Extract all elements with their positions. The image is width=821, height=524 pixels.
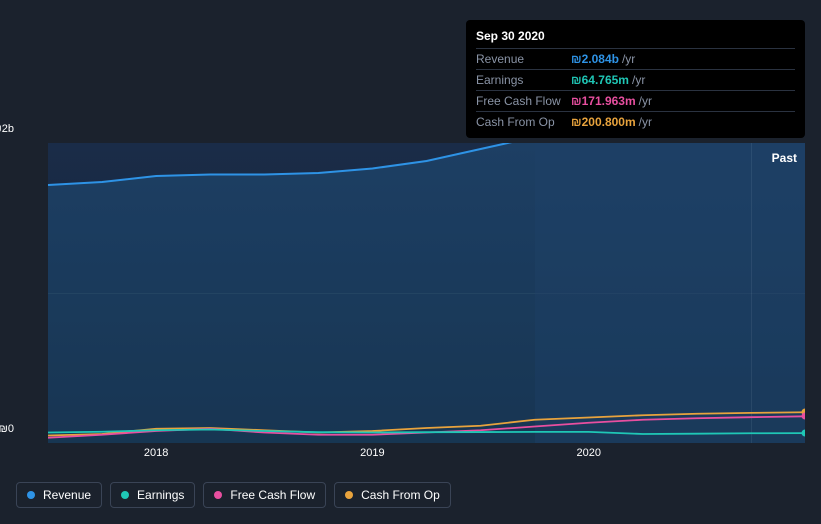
tooltip-row-value: ₪64.765m [571,73,629,87]
tooltip-row-suffix: /yr [639,115,652,129]
tooltip-row: Cash From Op₪200.800m/yr [476,111,795,132]
legend-item-label: Free Cash Flow [230,488,315,502]
tooltip-row-suffix: /yr [622,52,635,66]
chart-tooltip: Sep 30 2020 Revenue₪2.084b/yrEarnings₪64… [466,20,805,138]
tooltip-date: Sep 30 2020 [476,26,795,48]
y-tick-top: ₪2b [0,123,14,135]
tooltip-row-value: ₪2.084b [571,52,619,66]
x-tick: 2018 [144,447,168,459]
legend-item-cfo[interactable]: Cash From Op [334,482,451,508]
legend-item-label: Earnings [137,488,184,502]
legend-item-earnings[interactable]: Earnings [110,482,195,508]
x-tick: 2020 [576,447,600,459]
legend-item-fcf[interactable]: Free Cash Flow [203,482,326,508]
x-tick: 2019 [360,447,384,459]
tooltip-row-label: Revenue [476,52,571,66]
legend-dot-icon [121,491,129,499]
plot-area[interactable]: Past [48,143,805,443]
legend-item-label: Revenue [43,488,91,502]
tooltip-row-label: Earnings [476,73,571,87]
tooltip-row: Earnings₪64.765m/yr [476,69,795,90]
x-axis: 2018 2019 2020 [48,443,805,463]
legend-dot-icon [214,491,222,499]
tooltip-row-value: ₪171.963m [571,94,636,108]
tooltip-row-label: Free Cash Flow [476,94,571,108]
tooltip-row-suffix: /yr [639,94,652,108]
legend-dot-icon [345,491,353,499]
series-endpoint-earnings [802,430,806,437]
past-label: Past [772,151,797,165]
chart-legend: Revenue Earnings Free Cash Flow Cash From O… [16,482,451,508]
legend-item-label: Cash From Op [361,488,440,502]
legend-item-revenue[interactable]: Revenue [16,482,102,508]
legend-dot-icon [27,491,35,499]
series-endpoint-fcf [802,413,806,420]
y-tick-bottom: ₪0 [0,423,14,435]
tooltip-row-label: Cash From Op [476,115,571,129]
tooltip-row-value: ₪200.800m [571,115,636,129]
tooltip-row: Free Cash Flow₪171.963m/yr [476,90,795,111]
tooltip-row: Revenue₪2.084b/yr [476,48,795,69]
series-line-revenue [48,143,805,185]
tooltip-row-suffix: /yr [632,73,645,87]
earnings-revenue-chart: ₪2b ₪0 Past 201820192020 [16,125,805,465]
